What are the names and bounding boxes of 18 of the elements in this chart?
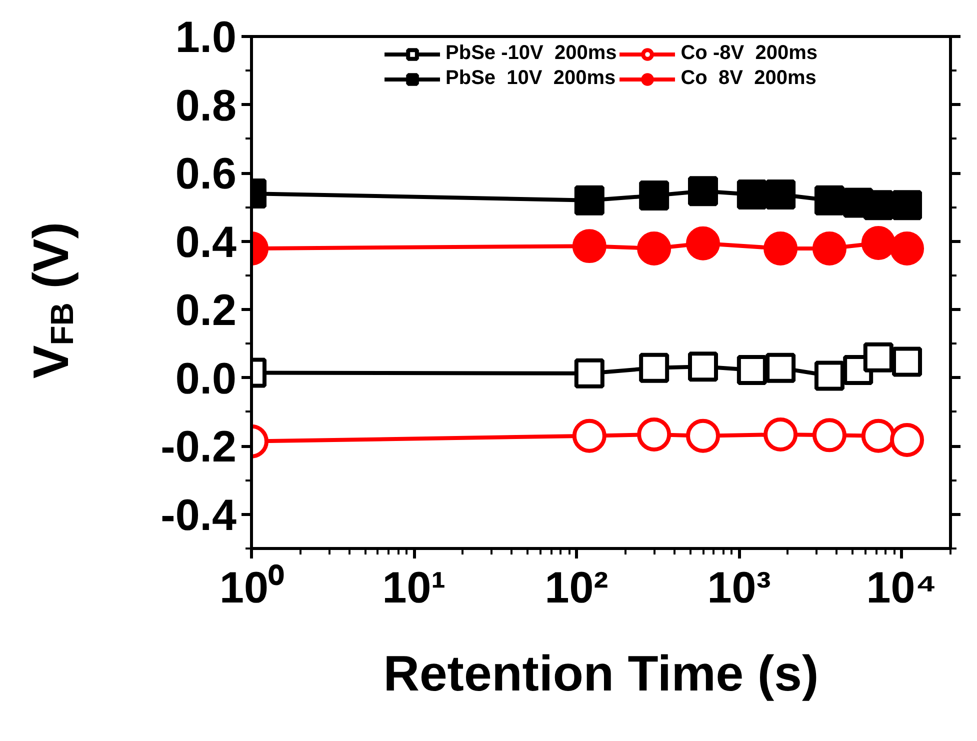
y-tick-label: 0.4 (175, 218, 238, 267)
y-tick-label: 0.0 (175, 354, 237, 404)
x-tick-label: 10⁴ (866, 564, 937, 612)
x-tick-label: 10³ (707, 564, 771, 612)
y-tick-label: 0.8 (175, 81, 237, 130)
x-tick-label: 10² (544, 564, 608, 612)
x-tick-label: 10¹ (382, 564, 446, 612)
y-tick-label: 1.0 (175, 13, 237, 62)
x-axis-title: Retention Time (s) (383, 646, 819, 702)
legend-label: Co -8V 200ms (680, 42, 818, 65)
y-tick-label: 0.6 (175, 150, 237, 199)
y-tick-label: -0.4 (160, 490, 238, 540)
y-tick-label: 0.2 (175, 286, 237, 336)
legend-label: PbSe -10V 200ms (446, 42, 617, 65)
legend-label: PbSe 10V 200ms (446, 67, 616, 90)
y-tick-label: -0.2 (160, 422, 237, 472)
legend-label: Co 8V 200ms (680, 67, 816, 90)
x-tick-label: 10⁰ (220, 564, 284, 612)
